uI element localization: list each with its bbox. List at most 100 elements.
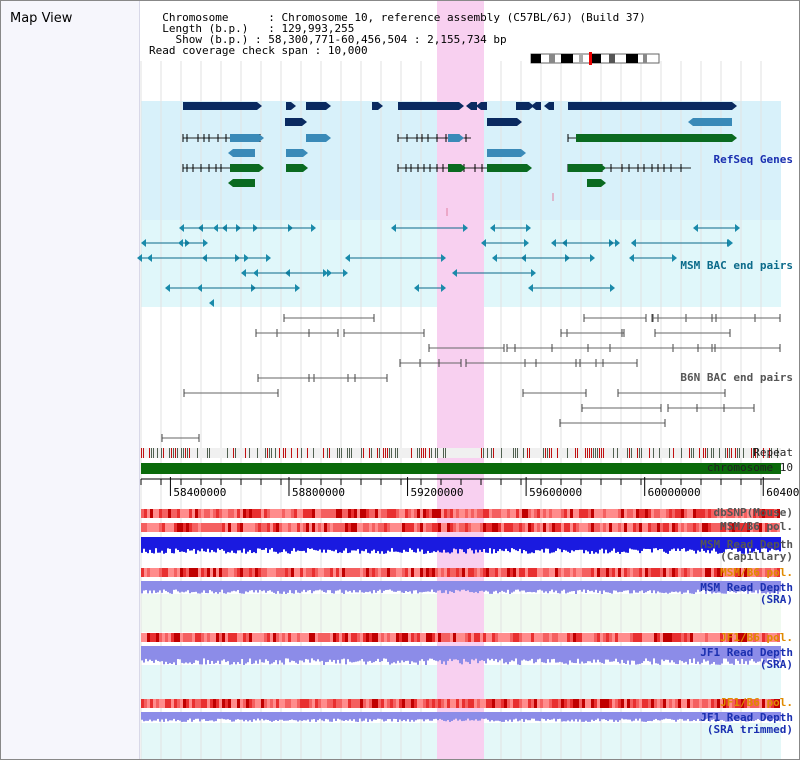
jf1-depth-sra-track [369,646,371,661]
jf1-depth-sra-track [719,646,721,665]
msm-pol-track [441,523,444,532]
msm-pol-track [618,523,621,532]
msm-pol-2-track [408,568,411,577]
repeat-element [769,448,770,458]
msm-depth-sra-track [579,581,581,590]
jf1-pol-2-track [558,699,561,708]
jf1-pol-2-track [588,699,591,708]
msm-depth-capillary-track [687,537,689,551]
jf1-pol-track [681,633,684,642]
msm-depth-sra-track [323,581,325,593]
msm-pol-track [558,523,561,532]
msm-pol-track [360,523,363,532]
track-label-msm-pol[interactable]: MSM/B6 pol. [720,520,793,533]
jf1-depth-sra-track [631,646,633,661]
msm-depth-capillary-track [747,537,749,554]
track-label-refseq[interactable]: RefSeq Genes [713,153,793,166]
msm-depth-capillary-track [143,537,145,549]
jf1-pol-track [450,633,453,642]
msm-pol-2-track [522,568,525,577]
jf1-depth-sra-track [549,646,551,663]
msm-depth-sra-track [297,581,299,593]
jf1-depth-trimmed-track [283,712,285,721]
msm-depth-capillary-track [695,537,697,554]
jf1-depth-sra-track [247,646,249,663]
msm-pol-track [663,523,666,532]
repeat-element [483,448,484,458]
dbsnp-track [684,509,687,518]
msm-depth-sra-track [735,581,737,593]
jf1-pol-track [612,633,615,642]
track-label-b6n-bac[interactable]: B6N BAC end pairs [680,371,793,384]
jf1-depth-trimmed-track [183,712,185,722]
msm-depth-capillary-track [625,537,627,553]
jf1-pol-2-track [546,699,549,708]
msm-pol-track [231,523,234,532]
dbsnp-track [174,509,177,518]
jf1-depth-sra-track [427,646,429,661]
jf1-depth-trimmed-track [615,712,617,721]
jf1-depth-trimmed-track [639,712,641,719]
jf1-depth-sra-track [359,646,361,661]
jf1-depth-trimmed-track [277,712,279,721]
jf1-pol-track [276,633,279,642]
jf1-depth-trimmed-track [677,712,679,720]
msm-pol-2-track [252,568,255,577]
jf1-depth-trimmed-track [441,712,443,720]
msm-pol-2-track [564,568,567,577]
msm-pol-2-track [747,568,750,577]
jf1-depth-trimmed-track [413,712,415,722]
msm-depth-sra-track [697,581,699,590]
repeat-element [363,448,364,458]
dbsnp-track [162,509,165,518]
track-label-msm-depth-capillary[interactable]: MSM Read Depth (Capillary) [700,538,793,563]
jf1-depth-trimmed-track [295,712,297,721]
msm-depth-capillary-track [395,537,397,552]
msm-bac-end [492,254,497,262]
jf1-pol-2-track [192,699,195,708]
track-label-msm-pol-2[interactable]: MSM/B6 pol. [720,566,793,579]
msm-depth-capillary-track [581,537,583,550]
msm-depth-sra-track [653,581,655,591]
msm-pol-track [414,523,417,532]
repeat-element [515,448,516,458]
msm-depth-sra-track [757,581,759,594]
jf1-pol-track [411,633,414,642]
jf1-depth-sra-track [159,646,161,662]
jf1-pol-2-track [402,699,405,708]
msm-depth-sra-track [153,581,155,591]
jf1-pol-track [540,633,543,642]
msm-depth-sra-track [397,581,399,591]
msm-pol-track [258,523,261,532]
track-label-dbsnp[interactable]: dbSNP(Mouse) [713,506,793,519]
track-label-repeat[interactable]: Repeat [753,446,793,459]
track-label-msm-bac[interactable]: MSM BAC end pairs [680,259,793,272]
jf1-pol-track [387,633,390,642]
jf1-pol-track [222,633,225,642]
msm-depth-sra-track [165,581,167,591]
jf1-depth-sra-track [177,646,179,660]
jf1-depth-trimmed-track [371,712,373,722]
track-label-chromosome[interactable]: chromosome 10 [706,461,793,474]
msm-depth-sra-track [545,581,547,592]
msm-depth-sra-track [321,581,323,591]
msm-pol-2-track [267,568,270,577]
track-label-msm-depth-sra[interactable]: MSM Read Depth (SRA) [700,581,793,606]
msm-depth-capillary-track [293,537,295,549]
track-label-jf1-pol[interactable]: JF1/B6 pol. [720,631,793,644]
jf1-depth-sra-track [589,646,591,662]
repeat-element [729,448,730,458]
jf1-depth-sra-track [231,646,233,665]
msm-depth-capillary-track [521,537,523,554]
track-label-jf1-depth-trimmed[interactable]: JF1 Read Depth (SRA trimmed) [700,711,793,736]
msm-depth-sra-track [725,581,727,594]
jf1-pol-track [294,633,297,642]
msm-pol-2-track [732,568,735,577]
msm-pol-2-track [663,568,666,577]
msm-bac-end [693,224,698,232]
track-label-jf1-depth-sra[interactable]: JF1 Read Depth (SRA) [700,646,793,671]
jf1-depth-sra-track [255,646,257,661]
jf1-depth-sra-track [443,646,445,662]
track-label-jf1-pol-2[interactable]: JF1/B6 pol. [720,696,793,709]
